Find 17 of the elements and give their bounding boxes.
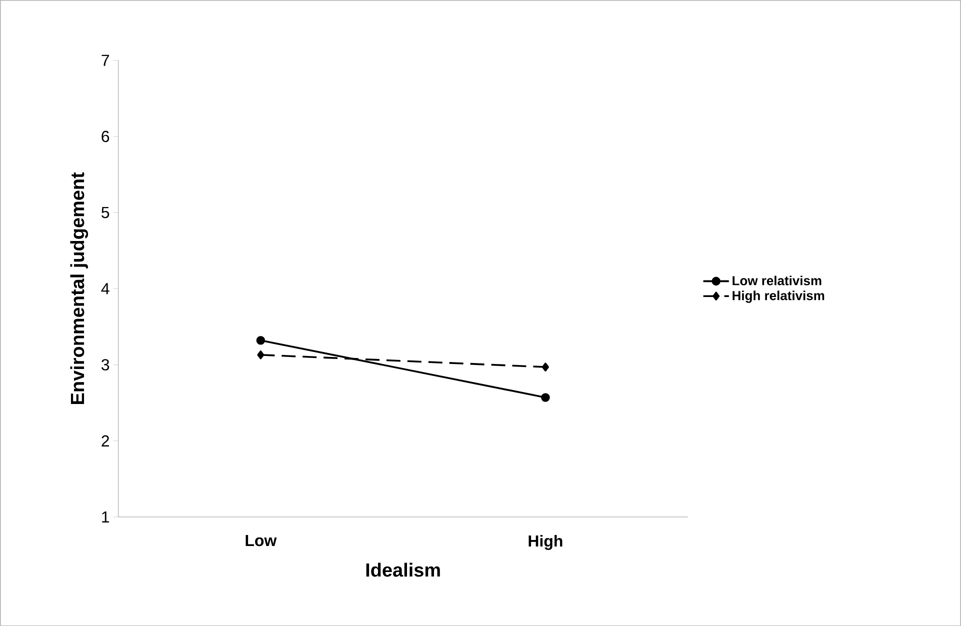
- legend-label: Low relativism: [732, 276, 822, 286]
- point: [257, 350, 264, 360]
- y-tick-label: 7: [102, 54, 109, 66]
- y-tick-label: 3: [102, 358, 110, 370]
- y-tick-label: 5: [102, 206, 110, 218]
- point: [541, 392, 550, 402]
- y-axis-title: Environmental judgement: [70, 172, 88, 404]
- x-tick-label: High: [528, 534, 562, 550]
- x-tick-label: Low: [246, 534, 277, 546]
- y-tick-label: 4: [101, 283, 110, 294]
- x-axis-title: Idealism: [366, 562, 440, 577]
- y-tick-label: 6: [102, 130, 110, 142]
- y-tick-label: 2: [102, 435, 109, 446]
- y-tick-label: 1: [102, 511, 109, 522]
- point: [542, 362, 549, 372]
- point: [256, 336, 266, 345]
- legend-label: High relativism: [732, 290, 824, 303]
